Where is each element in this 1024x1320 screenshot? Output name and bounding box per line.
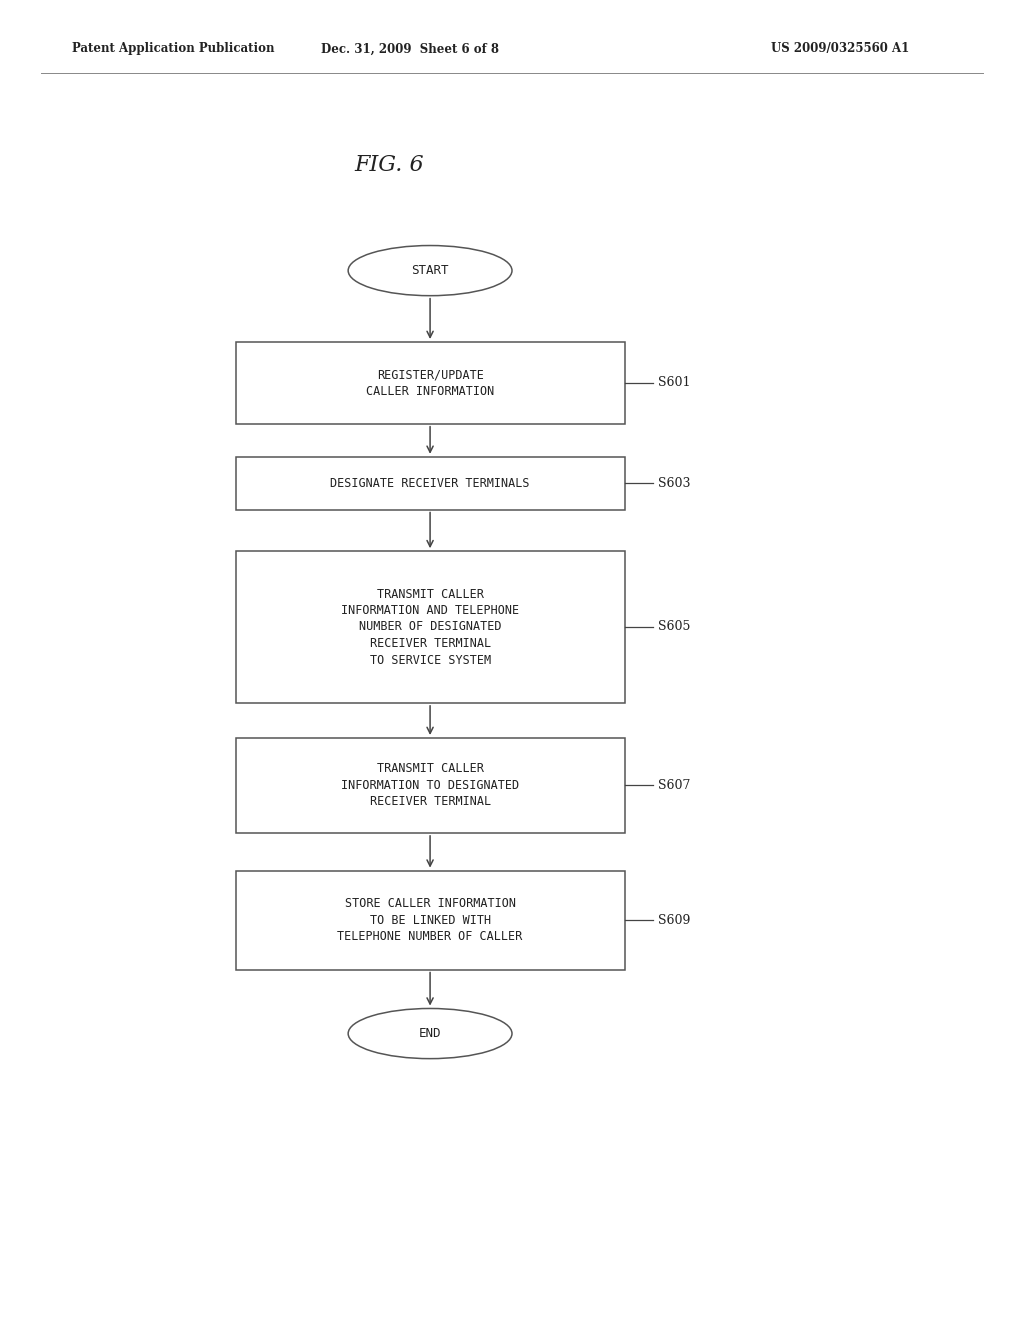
Text: S609: S609 [658,913,691,927]
Text: FIG. 6: FIG. 6 [354,154,424,176]
Text: START: START [412,264,449,277]
Text: S603: S603 [658,477,691,490]
Text: END: END [419,1027,441,1040]
Text: REGISTER/UPDATE
CALLER INFORMATION: REGISTER/UPDATE CALLER INFORMATION [366,368,495,397]
FancyBboxPatch shape [236,871,625,969]
Ellipse shape [348,1008,512,1059]
FancyBboxPatch shape [236,738,625,833]
FancyBboxPatch shape [236,457,625,510]
FancyBboxPatch shape [236,342,625,424]
FancyBboxPatch shape [236,552,625,702]
Ellipse shape [348,246,512,296]
Text: S607: S607 [658,779,691,792]
Text: US 2009/0325560 A1: US 2009/0325560 A1 [770,42,909,55]
Text: TRANSMIT CALLER
INFORMATION TO DESIGNATED
RECEIVER TERMINAL: TRANSMIT CALLER INFORMATION TO DESIGNATE… [341,763,519,808]
Text: DESIGNATE RECEIVER TERMINALS: DESIGNATE RECEIVER TERMINALS [331,477,529,490]
Text: S601: S601 [658,376,691,389]
Text: TRANSMIT CALLER
INFORMATION AND TELEPHONE
NUMBER OF DESIGNATED
RECEIVER TERMINAL: TRANSMIT CALLER INFORMATION AND TELEPHON… [341,587,519,667]
Text: Patent Application Publication: Patent Application Publication [72,42,274,55]
Text: Dec. 31, 2009  Sheet 6 of 8: Dec. 31, 2009 Sheet 6 of 8 [321,42,499,55]
Text: STORE CALLER INFORMATION
TO BE LINKED WITH
TELEPHONE NUMBER OF CALLER: STORE CALLER INFORMATION TO BE LINKED WI… [338,898,522,942]
Text: S605: S605 [658,620,691,634]
